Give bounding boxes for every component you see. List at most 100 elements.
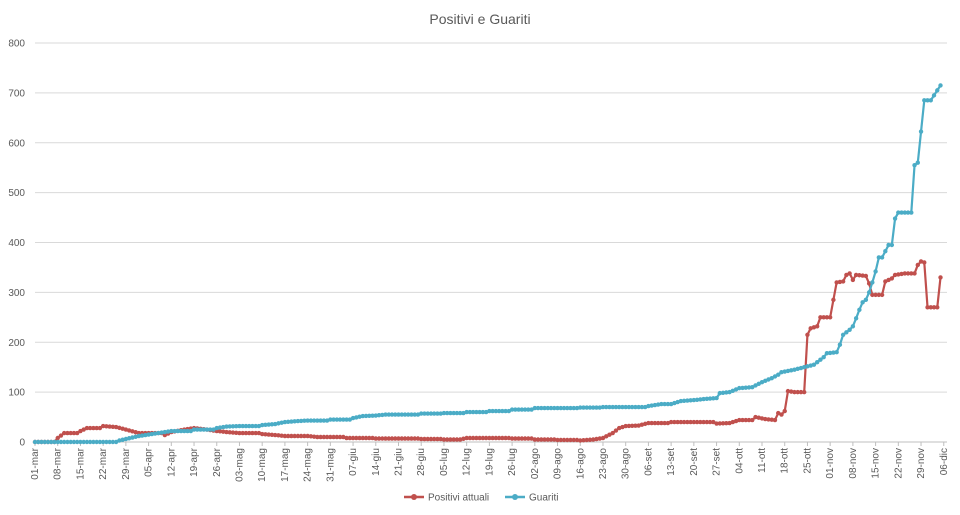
data-point <box>821 315 826 320</box>
data-point <box>555 405 560 411</box>
data-point <box>107 424 112 429</box>
data-point <box>399 412 404 417</box>
data-point <box>354 435 359 441</box>
data-point <box>717 421 723 426</box>
data-point <box>496 408 502 414</box>
data-point <box>263 422 268 427</box>
data-point <box>247 423 252 429</box>
data-point <box>243 423 249 429</box>
data-point <box>714 421 719 426</box>
data-point <box>591 437 596 442</box>
data-point <box>45 439 51 445</box>
data-point <box>857 307 862 313</box>
data-point <box>454 437 460 442</box>
data-point <box>675 419 680 425</box>
data-point <box>444 437 450 442</box>
x-tick-label: 06-dic <box>939 448 950 475</box>
data-point <box>68 430 73 436</box>
data-point <box>646 420 651 426</box>
data-point <box>253 430 258 436</box>
data-point <box>539 437 544 442</box>
data-point <box>71 430 77 436</box>
data-point <box>178 428 184 434</box>
data-point <box>850 324 856 329</box>
data-point <box>581 438 586 443</box>
data-point <box>370 413 375 418</box>
data-point <box>584 437 589 443</box>
data-point <box>649 403 654 408</box>
data-point <box>198 427 203 432</box>
legend-item-positivi: Positivi attuali <box>404 493 489 504</box>
data-point <box>62 439 67 445</box>
data-point <box>321 418 327 423</box>
data-point <box>600 435 606 441</box>
data-point <box>587 405 593 410</box>
data-point <box>58 439 64 445</box>
data-point <box>62 430 67 436</box>
data-point <box>905 271 911 276</box>
data-point <box>234 423 239 429</box>
data-point <box>811 362 817 367</box>
data-point <box>415 436 421 441</box>
series-layer <box>32 83 943 445</box>
x-tick-label: 15-mar <box>75 447 86 479</box>
data-point <box>393 412 398 417</box>
x-tick-label: 05-lug <box>439 448 450 476</box>
data-point <box>545 405 550 411</box>
data-point <box>483 435 489 441</box>
data-point <box>814 324 820 329</box>
x-tick-label: 07-giu <box>348 448 359 476</box>
x-tick-label: 08-nov <box>848 448 859 479</box>
y-tick-label: 0 <box>19 438 25 449</box>
data-point <box>195 427 200 432</box>
data-point <box>55 435 60 441</box>
data-point <box>646 403 651 409</box>
data-point <box>558 437 563 443</box>
data-point <box>509 407 515 412</box>
data-point <box>724 390 729 395</box>
data-point <box>169 428 174 434</box>
data-point <box>380 412 385 418</box>
data-point <box>591 405 596 410</box>
data-point <box>834 280 839 285</box>
data-point <box>432 436 437 442</box>
grid <box>35 42 947 443</box>
data-point <box>623 404 628 410</box>
data-point <box>879 255 885 260</box>
data-point <box>230 424 236 429</box>
data-point <box>516 436 521 441</box>
data-point <box>789 389 794 394</box>
x-tick-label: 18-ott <box>780 448 791 474</box>
x-tick-label: 26-apr <box>212 447 223 477</box>
data-point <box>272 432 278 438</box>
data-point <box>360 413 365 419</box>
data-point <box>337 417 343 422</box>
data-point <box>548 405 554 411</box>
data-point <box>707 419 713 425</box>
data-point <box>552 437 557 442</box>
x-tick-label: 05-apr <box>144 447 155 477</box>
data-point <box>344 417 349 422</box>
data-point <box>84 439 90 445</box>
data-point <box>571 437 576 443</box>
data-point <box>104 424 109 429</box>
data-point <box>620 404 625 410</box>
data-point <box>32 439 38 445</box>
data-point <box>367 435 372 441</box>
data-point <box>720 390 726 395</box>
x-tick-label: 23-ago <box>598 448 609 480</box>
data-point <box>487 435 492 441</box>
data-point <box>454 410 460 416</box>
data-point <box>918 129 924 134</box>
data-point <box>737 385 742 391</box>
data-point <box>509 436 515 441</box>
data-point <box>772 417 778 423</box>
data-point <box>902 271 908 276</box>
x-tick-label: 22-nov <box>893 448 904 479</box>
data-point <box>94 425 99 431</box>
data-point <box>740 385 745 391</box>
data-point <box>438 411 443 416</box>
data-point <box>798 389 804 395</box>
data-point <box>922 260 927 265</box>
